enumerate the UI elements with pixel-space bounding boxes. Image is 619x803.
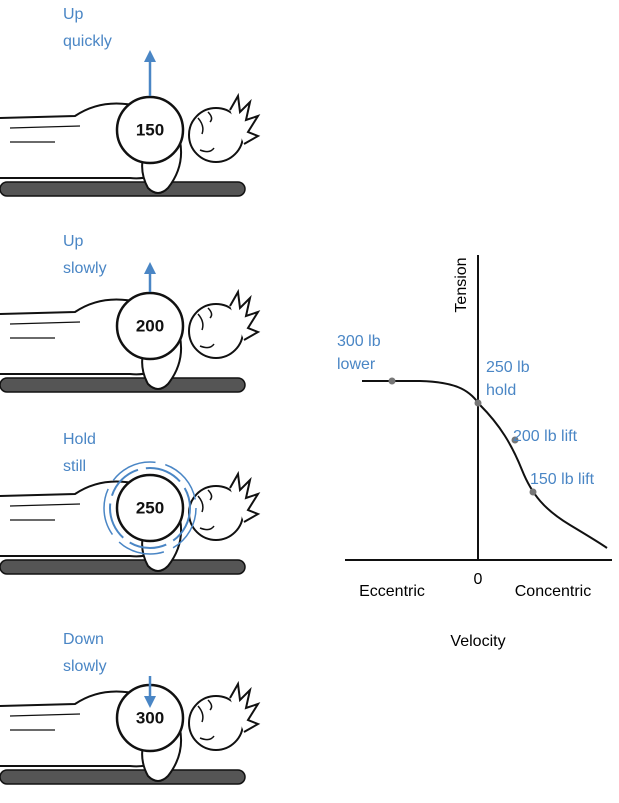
x-label: Velocity bbox=[450, 633, 505, 650]
panel-label: slowly bbox=[63, 658, 107, 675]
origin-label: 0 bbox=[474, 571, 483, 588]
figures: Up quickly 150 Up slowly 200 Hold still 250 Down s… bbox=[0, 6, 261, 785]
arrow-head bbox=[144, 50, 156, 62]
weight-label: 250 bbox=[136, 498, 164, 517]
panel-label: Hold bbox=[63, 431, 96, 448]
weight-label: 300 bbox=[136, 708, 164, 727]
lifter: 200 bbox=[0, 288, 261, 393]
hair bbox=[229, 288, 261, 341]
curve-point bbox=[511, 436, 519, 444]
face bbox=[197, 111, 215, 153]
weight-plate bbox=[115, 473, 185, 543]
curve-point bbox=[529, 488, 537, 496]
weight-plate bbox=[115, 291, 185, 361]
hair bbox=[229, 470, 261, 523]
panel-label: Down bbox=[63, 631, 104, 648]
weight-label: 150 bbox=[136, 120, 164, 139]
panel-label: quickly bbox=[63, 33, 112, 50]
x-left-label: Eccentric bbox=[359, 583, 425, 600]
arrow-head bbox=[144, 262, 156, 274]
lifter: 250 bbox=[0, 461, 261, 575]
curve-point bbox=[474, 399, 482, 407]
bench bbox=[0, 377, 246, 393]
bench bbox=[0, 769, 246, 785]
bench bbox=[0, 559, 246, 575]
body-detail bbox=[9, 713, 81, 731]
body-detail bbox=[9, 125, 81, 143]
face bbox=[197, 699, 215, 741]
point-label: 300 lb bbox=[337, 333, 381, 350]
lifter: 150 bbox=[0, 92, 261, 197]
bench bbox=[0, 181, 246, 197]
graph: Tension Eccentric 0 Concentric Velocity … bbox=[337, 255, 612, 650]
point-label: lower bbox=[337, 356, 376, 373]
face bbox=[197, 307, 215, 349]
curve bbox=[362, 380, 608, 549]
point-label: 250 lb bbox=[486, 359, 530, 376]
body-detail bbox=[9, 321, 81, 339]
y-label: Tension bbox=[453, 257, 470, 312]
arrow-head bbox=[144, 696, 156, 708]
ring bbox=[103, 461, 197, 555]
weight-label: 200 bbox=[136, 316, 164, 335]
panel-label: Up bbox=[63, 6, 84, 23]
ring bbox=[109, 467, 191, 549]
hair bbox=[229, 92, 261, 145]
hair bbox=[229, 680, 261, 733]
panel-label: Up bbox=[63, 233, 84, 250]
curve-point bbox=[388, 377, 396, 385]
face bbox=[197, 489, 215, 531]
point-label: hold bbox=[486, 382, 516, 399]
weight-plate bbox=[115, 95, 185, 165]
point-label: 200 lb lift bbox=[513, 428, 578, 445]
panel-label: still bbox=[63, 458, 86, 475]
lifter: 300 bbox=[0, 680, 261, 785]
x-right-label: Concentric bbox=[515, 583, 591, 600]
body-detail bbox=[9, 503, 81, 521]
panel-label: slowly bbox=[63, 260, 107, 277]
point-label: 150 lb lift bbox=[530, 471, 595, 488]
